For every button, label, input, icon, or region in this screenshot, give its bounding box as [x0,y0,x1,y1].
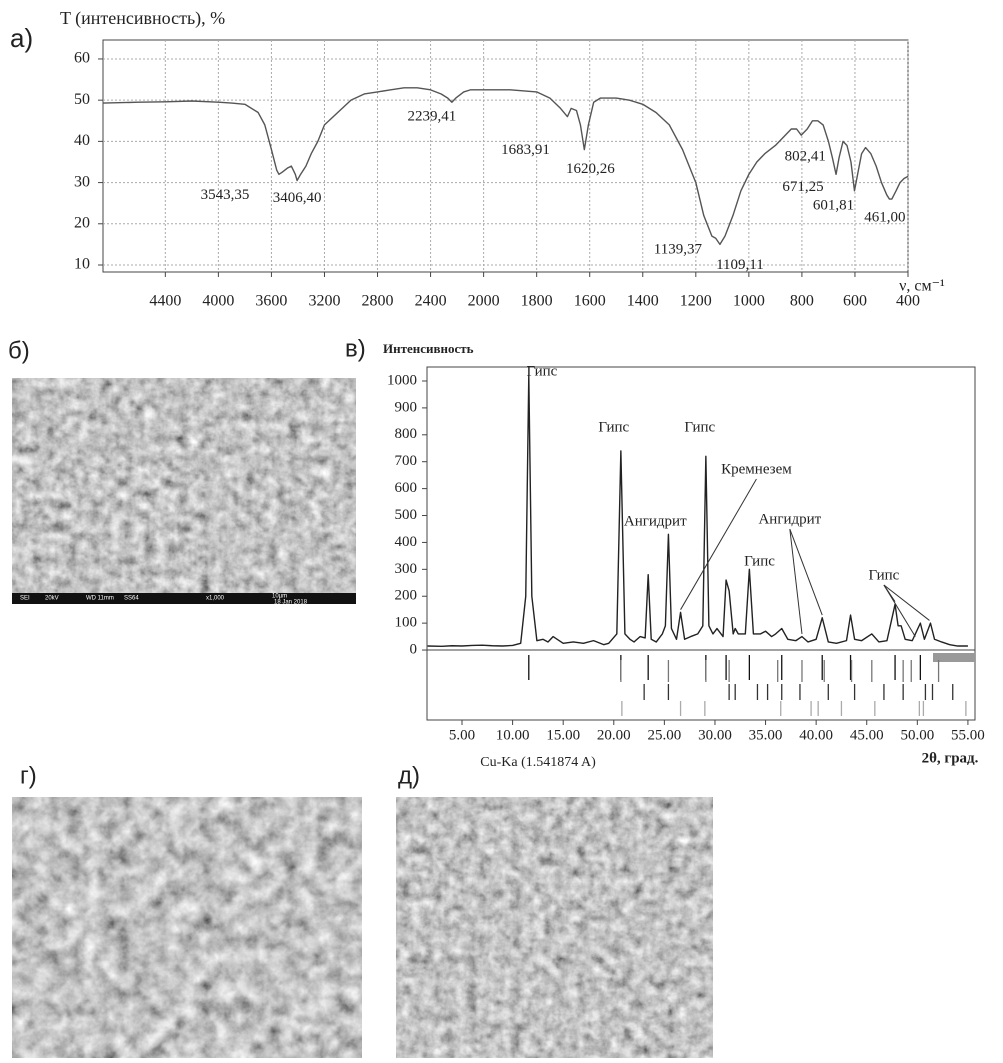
x-tick-label: 1000 [733,293,765,310]
y-tick-label: 800 [395,426,418,442]
panel-label: в) [345,335,366,362]
leader-line [883,584,916,637]
leader-line [789,529,803,634]
panel-label: д) [398,762,420,789]
y-tick-label: 500 [395,507,418,523]
leader-line [789,528,823,616]
sem-caption: 10µm [272,594,287,600]
annotation: 1683,91 [501,142,550,158]
panel-label: б) [8,337,30,364]
x-tick-label: 400 [896,293,920,310]
leader-line [883,584,930,621]
annotation: 802,41 [785,149,826,165]
y-tick-label: 50 [74,91,90,108]
x-tick-label: 45.00 [850,727,884,743]
annotation: 2239,41 [407,109,456,125]
annotation: 1620,26 [566,161,615,177]
y-tick-label: 1000 [387,372,417,388]
sem-caption: 18 Jan 2018 [274,600,308,606]
x-tick-label: 15.00 [546,727,580,743]
annotation: 601,81 [813,197,854,213]
x-tick-label: 2400 [415,293,447,310]
x-tick-label: 3200 [308,293,340,310]
x-tick-label: 5.00 [449,727,475,743]
annotation: 3543,35 [201,187,250,203]
sem-caption: WD 11mm [86,596,114,602]
annotation: Ангидрит [758,512,821,528]
panel-label: а) [10,23,33,53]
annotation: Гипс [527,364,558,380]
x-tick-label: 35.00 [749,727,783,743]
sem-info-bar [12,593,356,604]
y-tick-label: 60 [74,50,90,67]
y-tick-label: 0 [410,641,418,657]
sem-image [12,378,356,604]
x-tick-label: 55.00 [951,727,985,743]
sem-caption: SS64 [124,596,139,602]
x-tick-label: 1400 [627,293,659,310]
y-tick-label: 900 [395,399,418,415]
x-tick-label: 20.00 [597,727,631,743]
plot-frame [426,366,976,721]
annotation: 1109,11 [716,257,764,273]
leader-line [680,478,757,610]
x-tick-label: 1800 [521,293,553,310]
x-tick-label: 30.00 [698,727,732,743]
annotation: 461,00 [864,209,905,225]
annotation: Гипс [744,554,775,570]
y-tick-label: 30 [74,173,90,190]
annotation: Гипс [869,567,900,583]
annotation: 671,25 [782,179,823,195]
annotation: Кремнезем [721,461,792,477]
sem-image [396,797,713,1058]
x-tick-label: 1600 [574,293,606,310]
x-tick-label: 50.00 [900,727,934,743]
y-tick-label: 300 [395,561,418,577]
x-tick-label: 2000 [468,293,500,310]
x-tick-label: 3600 [255,293,287,310]
sem-caption: 20kV [45,596,59,602]
y-tick-label: 100 [395,615,418,631]
sem-caption: x1,000 [206,596,225,602]
annotation: Гипс [598,420,629,436]
data-line [427,374,968,647]
x-axis-label: ν, см⁻¹ [899,278,945,295]
sem-image [12,797,362,1058]
x-tick-label: 4000 [202,293,234,310]
x-tick-label: 2800 [362,293,394,310]
panel-label: г) [20,762,37,789]
y-tick-label: 10 [74,256,90,273]
y-tick-label: 20 [74,214,90,231]
y-axis-label: T (интенсивность), % [60,8,225,29]
y-axis-label: Интенсивность [383,341,474,356]
annotation: Гипс [684,420,715,436]
x-axis-label: 2θ, град. [922,750,979,766]
y-tick-label: 40 [74,132,90,149]
x-tick-label: 1200 [680,293,712,310]
sem-caption: SEI [20,596,30,602]
x-tick-label: 800 [790,293,814,310]
x-tick-label: 10.00 [496,727,530,743]
annotation: 1139,37 [654,242,703,258]
y-tick-label: 400 [395,534,418,550]
y-tick-label: 200 [395,588,418,604]
annotation: 3406,40 [273,190,322,206]
range-bar [933,653,975,662]
x-tick-label: 25.00 [647,727,681,743]
data-line [102,87,909,246]
y-tick-label: 700 [395,453,418,469]
y-tick-label: 600 [395,480,418,496]
x-tick-label: 4400 [149,293,181,310]
note: Cu-Ka (1.541874 A) [480,755,596,770]
x-tick-label: 40.00 [799,727,833,743]
annotation: Ангидрит [624,513,687,529]
x-tick-label: 600 [843,293,867,310]
